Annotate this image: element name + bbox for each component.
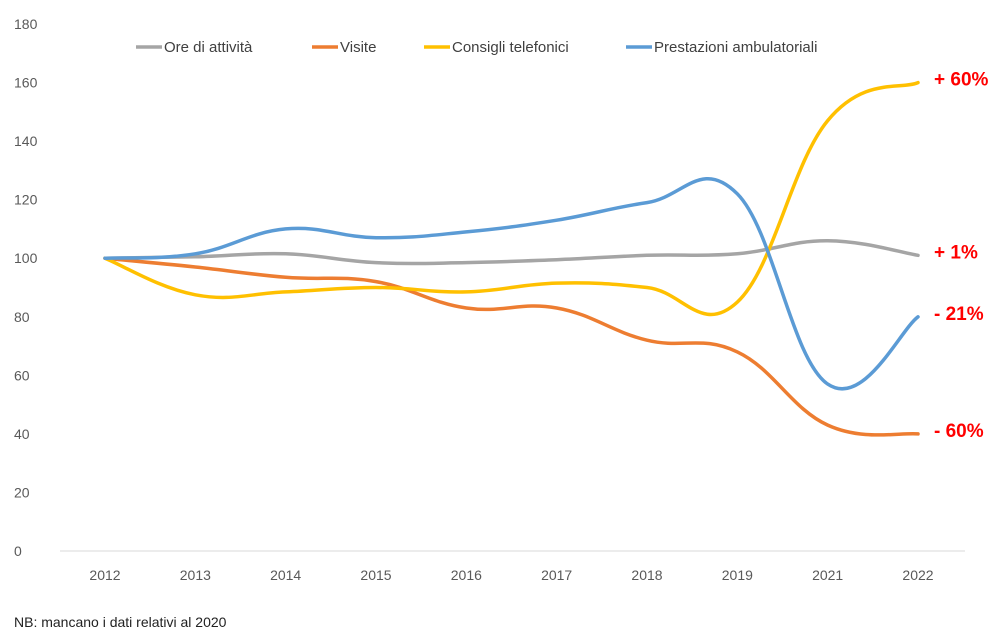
x-axis-ticks: 2012 2013 2014 2015 2016 2017 2018 2019 2021 2022 (89, 567, 933, 583)
x-tick-label: 2017 (541, 567, 572, 583)
legend-label: Visite (340, 39, 376, 56)
x-tick-label: 2013 (180, 567, 211, 583)
end-label: - 21% (934, 304, 984, 325)
series-line-2 (103, 80, 920, 317)
y-tick-label: 80 (14, 309, 30, 325)
y-tick-label: 20 (14, 484, 30, 500)
series-line-3 (103, 177, 920, 391)
footnote: NB: mancano i dati relativi al 2020 (14, 614, 227, 630)
y-tick-label: 140 (14, 133, 38, 149)
x-tick-label: 2018 (631, 567, 662, 583)
y-axis-ticks: 0 20 40 60 80 100 120 140 160 180 (14, 16, 38, 559)
y-tick-label: 60 (14, 367, 30, 383)
end-labels: + 60% + 1% - 21% - 60% (934, 70, 989, 442)
y-tick-label: 0 (14, 543, 22, 559)
legend: Ore di attività Visite Consigli telefonici… (136, 39, 817, 56)
y-tick-label: 120 (14, 192, 38, 208)
x-tick-label: 2019 (722, 567, 753, 583)
series-line-1 (103, 256, 920, 437)
x-tick-label: 2021 (812, 567, 843, 583)
x-tick-label: 2012 (89, 567, 120, 583)
y-tick-label: 100 (14, 250, 38, 266)
y-tick-label: 40 (14, 426, 30, 442)
legend-label: Ore di attività (164, 39, 253, 56)
x-tick-label: 2022 (902, 567, 933, 583)
series-line-0 (103, 238, 920, 266)
end-label: + 1% (934, 242, 978, 263)
x-tick-label: 2015 (360, 567, 391, 583)
end-label: - 60% (934, 421, 984, 442)
y-tick-label: 160 (14, 75, 38, 91)
end-label: + 60% (934, 70, 989, 91)
legend-label: Consigli telefonici (452, 39, 569, 56)
x-tick-label: 2014 (270, 567, 301, 583)
x-tick-label: 2016 (451, 567, 482, 583)
y-tick-label: 180 (14, 16, 38, 32)
series-lines (103, 80, 920, 437)
legend-label: Prestazioni ambulatoriali (654, 39, 817, 56)
